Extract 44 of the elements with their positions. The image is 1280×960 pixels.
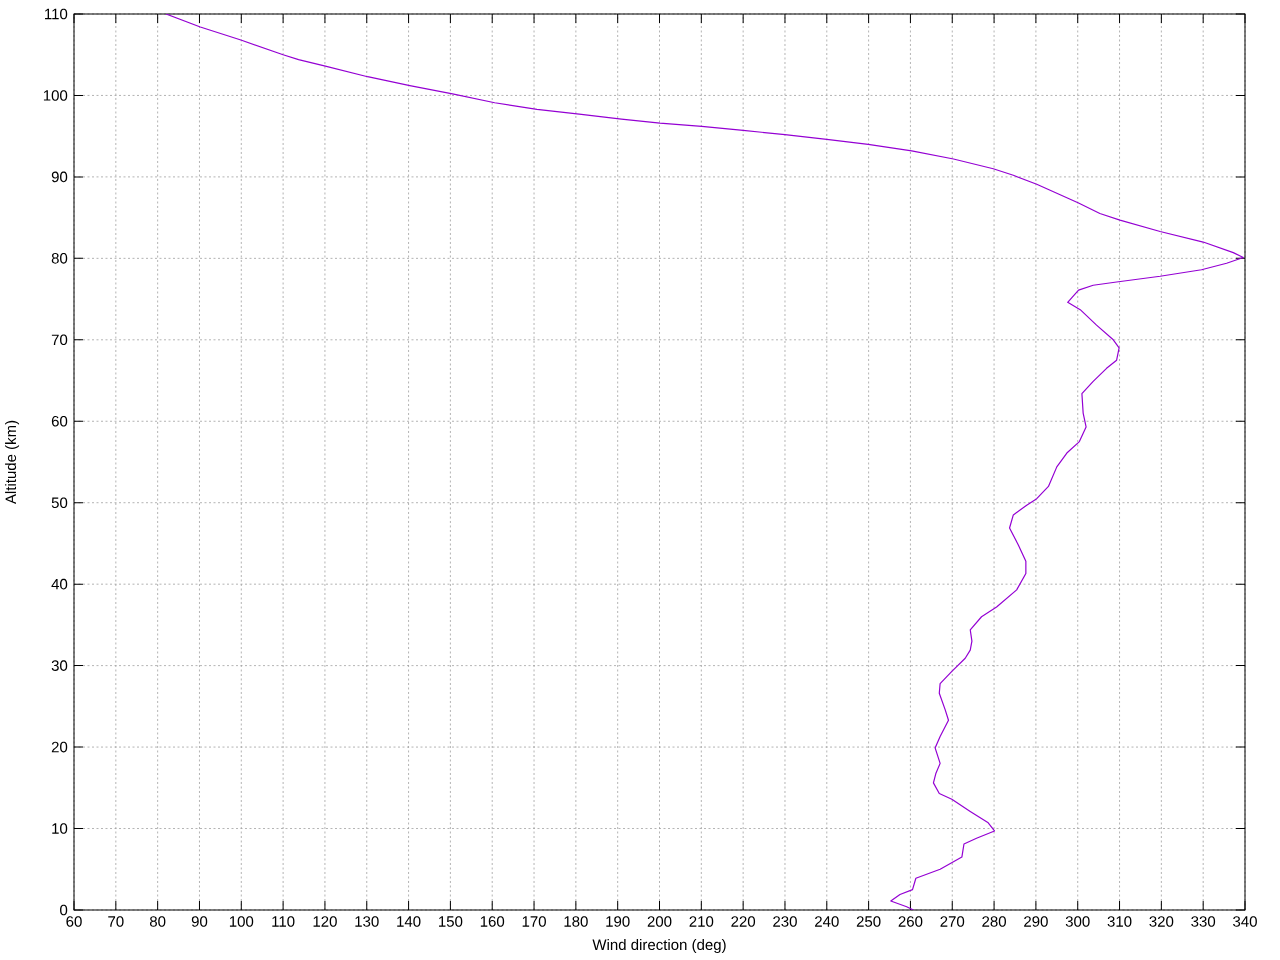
x-tick-label: 140 bbox=[397, 916, 421, 927]
x-tick-label: 100 bbox=[229, 916, 254, 927]
y-tick-label: 110 bbox=[45, 8, 68, 20]
y-tick-label: 60 bbox=[51, 415, 68, 427]
x-tick-label: 70 bbox=[108, 916, 124, 927]
x-tick-label: 290 bbox=[1024, 916, 1048, 927]
x-tick-label: 280 bbox=[982, 916, 1006, 927]
x-tick-label: 110 bbox=[272, 916, 295, 927]
x-tick-label: 240 bbox=[815, 916, 839, 927]
x-tick-label: 300 bbox=[1065, 916, 1090, 927]
x-tick-label: 170 bbox=[522, 916, 546, 927]
x-tick-label: 200 bbox=[647, 916, 672, 927]
y-tick-label: 20 bbox=[51, 741, 68, 753]
x-tick-label: 130 bbox=[355, 916, 379, 927]
x-tick-label: 220 bbox=[731, 916, 756, 927]
x-tick-label: 120 bbox=[313, 916, 337, 927]
x-axis-title: Wind direction (deg) bbox=[592, 939, 726, 953]
x-tick-label: 230 bbox=[773, 916, 797, 927]
x-tick-label: 250 bbox=[856, 916, 881, 927]
x-tick-label: 270 bbox=[940, 916, 965, 927]
x-tick-label: 310 bbox=[1107, 916, 1132, 927]
x-tick-label: 190 bbox=[606, 916, 630, 927]
x-tick-label: 330 bbox=[1191, 916, 1216, 927]
x-tick-label: 260 bbox=[898, 916, 923, 927]
x-tick-label: 60 bbox=[66, 916, 82, 927]
y-tick-label: 90 bbox=[51, 171, 68, 183]
x-tick-label: 210 bbox=[689, 916, 714, 927]
y-axis-title: Altitude (km) bbox=[5, 420, 20, 505]
y-tick-label: 0 bbox=[60, 904, 68, 916]
x-tick-label: 160 bbox=[480, 916, 505, 927]
y-tick-label: 40 bbox=[51, 578, 68, 590]
x-tick-label: 320 bbox=[1149, 916, 1174, 927]
line-series bbox=[165, 13, 1244, 910]
y-tick-label: 50 bbox=[51, 497, 68, 509]
y-tick-label: 30 bbox=[51, 660, 68, 671]
x-tick-label: 80 bbox=[149, 916, 166, 927]
y-tick-label: 80 bbox=[51, 253, 68, 264]
x-tick-label: 340 bbox=[1233, 916, 1257, 927]
x-tick-label: 180 bbox=[564, 916, 588, 927]
y-tick-label: 10 bbox=[52, 823, 68, 834]
y-tick-label: 70 bbox=[51, 334, 68, 346]
x-tick-label: 90 bbox=[191, 916, 208, 927]
x-tick-label: 150 bbox=[439, 916, 463, 927]
y-tick-label: 100 bbox=[43, 90, 68, 101]
